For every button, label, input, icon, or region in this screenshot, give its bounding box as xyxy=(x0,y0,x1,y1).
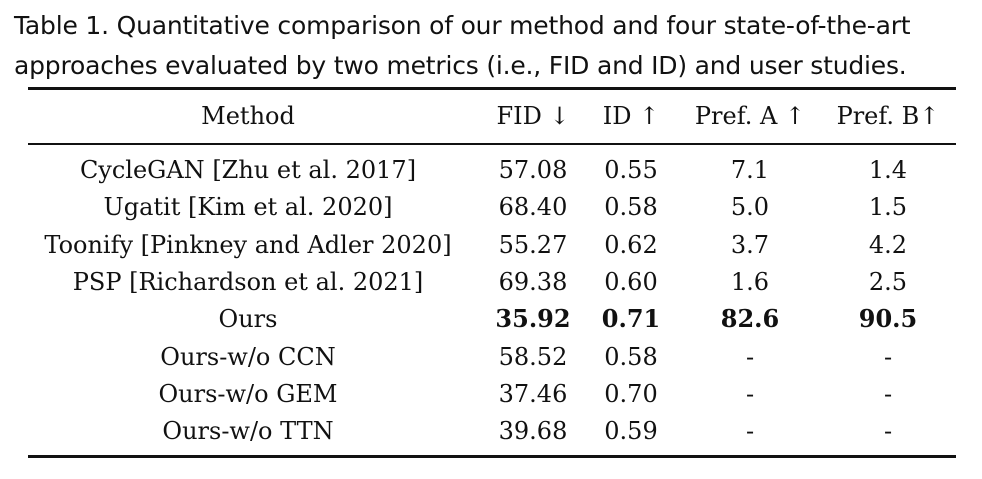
bottom-rule xyxy=(28,455,956,458)
cell-id: 0.59 xyxy=(604,417,658,445)
cell-pref-a: 5.0 xyxy=(730,193,770,221)
cell-id: 0.58 xyxy=(604,193,658,221)
cell-method: Ours-w/o GEM xyxy=(158,380,338,408)
cell-method: Ours-w/o TTN xyxy=(162,417,334,445)
cell-pref-b: - xyxy=(883,343,893,371)
cell-id: 0.62 xyxy=(604,231,658,259)
cell-method: CycleGAN [Zhu et al. 2017] xyxy=(79,156,417,184)
header-rule xyxy=(28,143,956,145)
top-rule xyxy=(28,87,956,90)
header-pref-a: Pref. A ↑ xyxy=(694,102,806,130)
cell-fid: 69.38 xyxy=(498,268,568,296)
cell-pref-b: 90.5 xyxy=(858,304,918,333)
cell-method: Ugatit [Kim et al. 2020] xyxy=(103,193,393,221)
cell-method: Toonify [Pinkney and Adler 2020] xyxy=(44,231,452,259)
cell-id: 0.71 xyxy=(601,304,661,333)
cell-fid: 37.46 xyxy=(498,380,568,408)
cell-pref-a: - xyxy=(745,380,755,408)
cell-fid: 68.40 xyxy=(498,193,568,221)
cell-pref-a: - xyxy=(745,417,755,445)
cell-fid: 58.52 xyxy=(498,343,568,371)
cell-pref-b: - xyxy=(883,417,893,445)
cell-id: 0.55 xyxy=(604,156,658,184)
cell-method: PSP [Richardson et al. 2021] xyxy=(72,268,424,296)
cell-fid: 55.27 xyxy=(498,231,568,259)
cell-pref-b: 4.2 xyxy=(868,231,908,259)
header-id: ID ↑ xyxy=(602,102,660,130)
cell-id: 0.70 xyxy=(604,380,658,408)
cell-pref-b: 2.5 xyxy=(868,268,908,296)
cell-pref-b: - xyxy=(883,380,893,408)
cell-pref-a: - xyxy=(745,343,755,371)
cell-id: 0.58 xyxy=(604,343,658,371)
header-method: Method xyxy=(201,102,295,130)
cell-pref-a: 7.1 xyxy=(730,156,770,184)
cell-method: Ours xyxy=(218,305,278,333)
table-caption: Table 1. Quantitative comparison of our … xyxy=(14,11,911,80)
cell-pref-a: 1.6 xyxy=(730,268,770,296)
cell-pref-a: 82.6 xyxy=(720,304,780,333)
cell-fid: 35.92 xyxy=(495,304,571,333)
cell-pref-b: 1.4 xyxy=(868,156,908,184)
header-fid: FID ↓ xyxy=(496,102,570,130)
cell-pref-b: 1.5 xyxy=(868,193,908,221)
header-pref-b: Pref. B↑ xyxy=(836,102,940,130)
cell-fid: 57.08 xyxy=(498,156,568,184)
cell-id: 0.60 xyxy=(604,268,658,296)
cell-fid: 39.68 xyxy=(498,417,568,445)
cell-method: Ours-w/o CCN xyxy=(160,343,336,371)
cell-pref-a: 3.7 xyxy=(730,231,770,259)
